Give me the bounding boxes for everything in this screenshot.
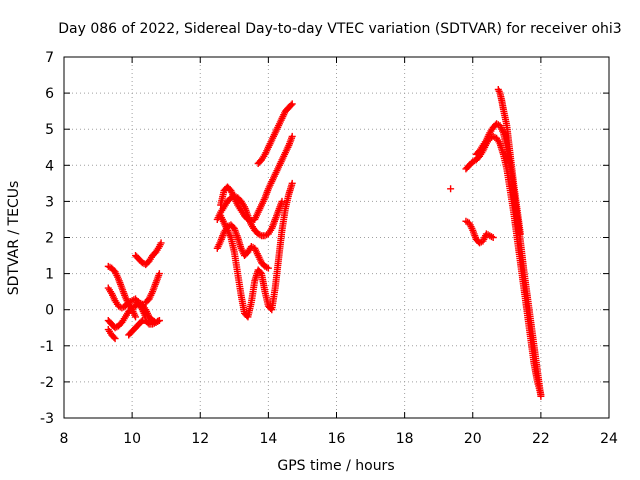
y-tick-label: 4: [45, 158, 54, 174]
data-point: [111, 335, 119, 343]
y-tick-label: 6: [45, 86, 54, 102]
x-tick-label: 20: [464, 431, 482, 447]
x-tick-label: 24: [600, 431, 618, 447]
data-point: [278, 197, 286, 205]
y-tick-label: 7: [45, 50, 54, 66]
chart-title: Day 086 of 2022, Sidereal Day-to-day VTE…: [58, 21, 621, 37]
data-point: [489, 234, 497, 241]
data-point: [288, 132, 296, 140]
data-point: [110, 333, 118, 341]
x-axis-label: GPS time / hours: [277, 458, 394, 474]
data-points: [104, 85, 545, 400]
y-axis-ticks: -3 -2 -1 0 1 2 3 4 5 6 7: [40, 50, 609, 427]
data-point: [537, 392, 545, 400]
data-point: [287, 101, 295, 109]
y-tick-label: -1: [40, 339, 54, 355]
x-tick-label: 14: [259, 431, 277, 447]
data-point: [132, 313, 140, 321]
data-point: [157, 239, 165, 247]
data-point: [264, 264, 272, 272]
y-tick-label: 3: [45, 194, 54, 210]
y-tick-label: 1: [45, 267, 54, 283]
plot-frame: [63, 56, 610, 419]
x-axis-ticks: 8 10 12 14 16 18 20 22 24: [60, 57, 618, 447]
y-tick-label: 2: [45, 231, 54, 247]
data-point: [516, 230, 524, 238]
data-point: [288, 100, 296, 108]
y-tick-label: -2: [40, 375, 54, 391]
data-point: [256, 268, 264, 276]
data-point: [288, 179, 296, 187]
y-tick-label: 5: [45, 122, 54, 138]
x-tick-label: 22: [532, 431, 550, 447]
x-tick-label: 16: [328, 431, 346, 447]
x-tick-label: 8: [60, 431, 69, 447]
grid-lines: [64, 57, 609, 418]
data-point: [155, 317, 163, 325]
x-tick-label: 12: [191, 431, 209, 447]
data-point: [155, 270, 163, 278]
data-point: [447, 185, 455, 193]
x-tick-label: 10: [123, 431, 141, 447]
y-axis-label: SDTVAR / TECUs: [6, 181, 22, 296]
x-tick-label: 18: [396, 431, 414, 447]
y-tick-label: 0: [45, 303, 54, 319]
y-tick-label: -3: [40, 411, 54, 427]
